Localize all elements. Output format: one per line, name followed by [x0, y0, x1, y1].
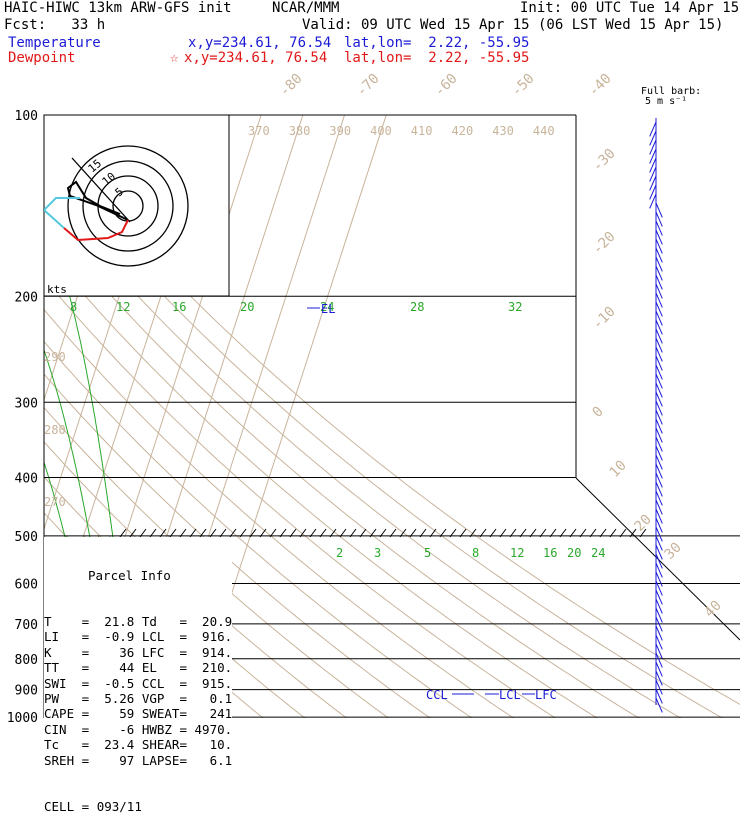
isotherm-label: -40: [586, 71, 615, 100]
theta-label: 410: [411, 124, 433, 138]
theta-label: 390: [329, 124, 351, 138]
pressure-axis-labels: 100 200 300 400 500 600 700 800 900 1000: [7, 109, 38, 726]
isotherm-label: -10: [590, 304, 619, 333]
ccl-marker: CCL: [426, 688, 448, 702]
pressure-label: 200: [15, 290, 38, 305]
hodograph-frame: [43, 114, 230, 297]
isotherm-label: -20: [590, 229, 619, 258]
pressure-label: 300: [15, 396, 38, 411]
mixing-ratio-label: 2: [336, 546, 343, 560]
dewpoint-legend: Dewpoint: [8, 50, 76, 66]
parcel-cell-row: CELL = 093/11: [44, 798, 142, 814]
isotherm-label: 20: [632, 512, 655, 535]
pressure-label: 500: [15, 530, 38, 545]
mixing-ratio-label: 24: [320, 300, 334, 314]
isotherm-label: -30: [590, 146, 619, 175]
theta-label: 400: [370, 124, 392, 138]
isotherm-label: 40: [702, 598, 725, 621]
isotherm-label: -50: [509, 71, 538, 100]
barb-legend-unit: 5 m s⁻¹: [645, 96, 688, 107]
org-label: NCAR/MMM: [272, 0, 340, 16]
parcel-info-title: Parcel Info: [88, 567, 171, 583]
mixing-ratio-label: 12: [116, 300, 130, 314]
pressure-label: 800: [15, 653, 38, 668]
theta-label: 430: [492, 124, 514, 138]
valid-time: Valid: 09 UTC Wed 15 Apr 15 (06 LST Wed …: [302, 17, 724, 33]
mixing-ratio-label: 8: [70, 300, 77, 314]
barb-legend-title: Full barb:: [641, 86, 702, 97]
level-markers: EL CCL LCL LFC: [307, 302, 557, 702]
parcel-cell-label: CELL: [44, 798, 75, 814]
temperature-xy: x,y=234.61, 76.54: [188, 35, 332, 51]
parcel-row: TT = 44 EL = 210.: [44, 660, 233, 676]
parcel-row: T = 21.8 Td = 20.9: [44, 614, 233, 630]
pressure-label: 1000: [7, 711, 38, 726]
theta-label: 380: [289, 124, 311, 138]
lcl-marker: LCL: [499, 688, 521, 702]
model-title: HAIC-HIWC 13km ARW-GFS init: [4, 0, 232, 16]
isotherm-label: 10: [607, 458, 630, 481]
parcel-row: SREH = 97 LAPSE= 6.1: [44, 752, 233, 768]
pressure-label: 700: [15, 618, 38, 633]
parcel-info-rows: T = 21.8 Td = 20.9 LI = -0.9 LCL = 916. K …: [44, 614, 232, 768]
theta-label: 420: [452, 124, 474, 138]
mixing-ratio-label: 24: [591, 546, 605, 560]
isotherm-label: -80: [277, 71, 306, 100]
mixing-ratio-label: 12: [510, 546, 524, 560]
isotherm-label: 30: [662, 540, 685, 563]
isotherm-label: -60: [432, 71, 461, 100]
dewpoint-xy: x,y=234.61, 76.54: [184, 50, 328, 66]
theta-labels: 370 380 390 400 410 420 430 440 290 280 270: [44, 124, 555, 509]
theta-label: 290: [44, 350, 66, 364]
theta-label: 280: [44, 423, 66, 437]
theta-label: 270: [44, 495, 66, 509]
pressure-label: 100: [15, 109, 38, 124]
mixing-ratio-label: 8: [472, 546, 479, 560]
lfc-marker: LFC: [535, 688, 557, 702]
dewpoint-latlon: lat,lon= 2.22, -55.95: [344, 50, 530, 66]
parcel-info-panel: Parcel Info T = 21.8 Td = 20.9 LI = -0.9 …: [44, 537, 232, 814]
parcel-row: LI = -0.9 LCL = 916.: [44, 629, 233, 645]
mixing-ratio-labels: 8 12 16 20 24 28 32 2 3 5 8 12 16 20 24: [70, 300, 605, 560]
parcel-row: PW = 5.26 VGP = 0.1: [44, 691, 233, 707]
pressure-label: 600: [15, 578, 38, 593]
pressure-label: 900: [15, 684, 38, 699]
isotherm-label: -70: [354, 71, 383, 100]
mixing-ratio-label: 16: [172, 300, 186, 314]
isotherm-label: 0: [590, 404, 607, 421]
theta-label: 370: [248, 124, 270, 138]
forecast-hour: Fcst: 33 h: [4, 17, 106, 33]
init-time: Init: 00 UTC Tue 14 Apr 15: [520, 0, 740, 16]
parcel-cell-value: 093/11: [96, 798, 142, 814]
parcel-row: CIN = -6 HWBZ = 4970.: [44, 721, 233, 737]
mixing-ratio-label: 5: [424, 546, 431, 560]
temperature-latlon: lat,lon= 2.22, -55.95: [344, 35, 530, 51]
temperature-legend: Temperature: [8, 35, 101, 51]
mixing-ratio-label: 32: [508, 300, 522, 314]
hodograph-unit-label: kts: [47, 283, 67, 296]
pressure-label: 400: [15, 472, 38, 487]
wind-barb-column: [649, 118, 663, 713]
parcel-row: K = 36 LFC = 914.: [44, 644, 233, 660]
parcel-row: SWI = -0.5 CCL = 915.: [44, 675, 233, 691]
el-marker: EL: [321, 302, 335, 316]
star-icon: ☆: [170, 50, 179, 66]
mixing-ratio-label: 3: [374, 546, 381, 560]
parcel-row: CAPE = 59 SWEAT= 241: [44, 706, 233, 722]
mixing-ratio-label: 20: [240, 300, 254, 314]
mixing-ratio-label: 28: [410, 300, 424, 314]
theta-label: 440: [533, 124, 555, 138]
mixing-ratio-label: 20: [567, 546, 581, 560]
mixing-ratio-label: 16: [543, 546, 557, 560]
